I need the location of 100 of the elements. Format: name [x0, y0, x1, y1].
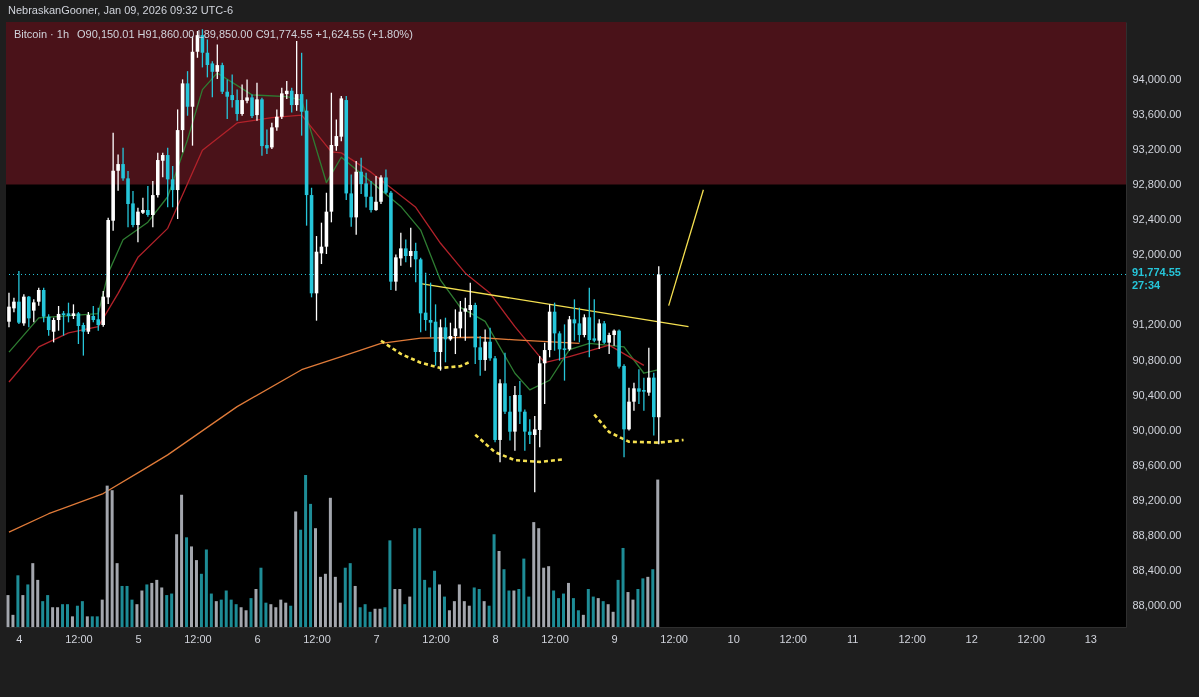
bar	[284, 602, 288, 627]
bar	[224, 590, 228, 627]
bar	[576, 610, 580, 627]
bar	[80, 601, 84, 627]
bar	[140, 590, 144, 627]
y-tick-label: 91,200.00	[1132, 318, 1182, 331]
x-tick-label: 4	[16, 632, 23, 645]
bar	[11, 614, 15, 627]
bar	[279, 599, 283, 627]
bar	[125, 585, 129, 627]
bar	[566, 582, 570, 627]
bar	[145, 584, 149, 627]
bar	[388, 540, 392, 627]
bar	[487, 605, 491, 627]
y-tick-label: 90,800.00	[1132, 353, 1182, 366]
bar	[462, 601, 466, 627]
bar	[522, 558, 526, 627]
bar	[180, 494, 184, 627]
bar	[294, 511, 298, 627]
bar	[16, 575, 20, 627]
bar	[532, 522, 536, 627]
bar	[175, 534, 179, 627]
bar	[120, 585, 124, 627]
x-tick-label: 12:00	[779, 632, 807, 645]
line-series	[592, 413, 685, 444]
bar	[234, 604, 238, 627]
bar	[358, 607, 362, 627]
y-tick-label: 90,400.00	[1132, 388, 1182, 401]
bar	[209, 593, 213, 627]
y-tick-label: 92,400.00	[1132, 213, 1182, 226]
y-tick-label: 92,000.00	[1132, 248, 1182, 261]
x-tick-label: 7	[373, 632, 380, 645]
bar	[621, 547, 625, 627]
bar	[591, 596, 595, 627]
bar	[601, 601, 605, 627]
bar	[611, 611, 615, 627]
y-tick-label: 90,000.00	[1132, 423, 1182, 436]
bar	[338, 602, 342, 627]
bar	[299, 529, 303, 627]
bar	[115, 563, 119, 627]
x-tick-label: 12:00	[898, 632, 926, 645]
bar	[155, 579, 159, 627]
bar	[289, 605, 293, 627]
bar	[423, 579, 427, 627]
bar	[418, 528, 422, 627]
bar	[408, 596, 412, 627]
bar	[309, 503, 313, 627]
bar	[497, 551, 501, 627]
bar	[51, 607, 55, 627]
bar	[348, 563, 352, 627]
bar	[249, 598, 253, 627]
bar	[403, 604, 407, 627]
line-series	[379, 339, 472, 370]
bar	[36, 579, 40, 627]
bar	[368, 611, 372, 627]
x-tick-label: 11	[846, 632, 859, 645]
bar	[626, 592, 630, 627]
bar	[194, 560, 198, 627]
bar	[492, 534, 496, 627]
bar	[527, 596, 531, 627]
y-tick-label: 89,600.00	[1132, 458, 1182, 471]
bar	[343, 567, 347, 627]
bar	[552, 590, 556, 627]
bar	[61, 604, 65, 627]
bar	[477, 589, 481, 627]
bar	[373, 608, 377, 627]
bar	[502, 569, 506, 627]
x-tick-label: 12:00	[422, 632, 450, 645]
bar	[537, 528, 541, 627]
bar	[586, 589, 590, 627]
bar	[90, 616, 94, 627]
text: NebraskanGooner, Jan 09, 2026 09:32 UTC-6	[8, 4, 234, 16]
bar	[204, 549, 208, 627]
x-tick-label: 12:00	[1017, 632, 1046, 645]
x-tick-label: 9	[611, 632, 618, 645]
bar	[135, 604, 139, 627]
bar	[413, 528, 417, 627]
bar	[85, 616, 89, 627]
bar	[512, 590, 516, 627]
text: Bitcoin · 1h	[14, 28, 70, 40]
bar	[472, 587, 476, 627]
bar	[452, 601, 456, 627]
bar	[651, 569, 655, 627]
bar	[616, 579, 620, 627]
bar	[433, 570, 437, 627]
bar	[517, 589, 521, 627]
bar	[428, 587, 432, 627]
bar	[438, 584, 442, 627]
bar	[562, 593, 566, 627]
bar	[160, 587, 164, 627]
bar	[110, 490, 114, 627]
x-tick-label: 10	[727, 632, 740, 645]
bar	[95, 616, 99, 627]
bar	[482, 601, 486, 627]
bar	[105, 485, 109, 627]
x-tick-label: 5	[135, 632, 142, 645]
bar	[393, 589, 397, 627]
line-series	[8, 114, 645, 383]
bar	[606, 604, 610, 627]
bar	[557, 598, 561, 627]
